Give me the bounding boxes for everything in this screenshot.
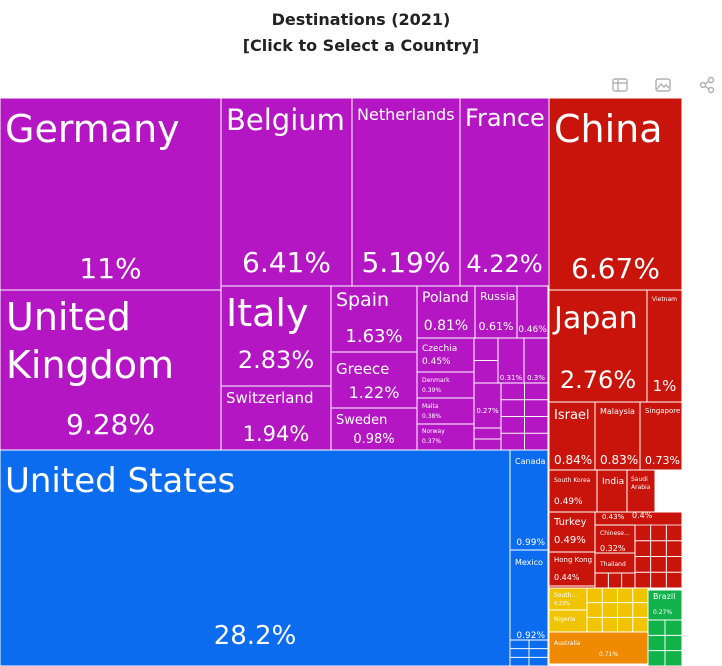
share-icon[interactable]	[698, 76, 716, 94]
tile-tile-17[interactable]	[497, 337, 525, 384]
image-icon[interactable]	[654, 76, 672, 94]
tile-singapore[interactable]	[639, 401, 683, 471]
tile-hong-kong[interactable]	[548, 551, 596, 587]
tile-china[interactable]	[548, 97, 683, 291]
tile-netherlands[interactable]	[351, 97, 461, 291]
tile-malta[interactable]	[416, 397, 475, 425]
small-country-tile[interactable]	[654, 490, 683, 513]
tile-mexico[interactable]	[509, 549, 549, 641]
tile-vietnam[interactable]	[646, 289, 683, 403]
tile-denmark[interactable]	[416, 371, 475, 399]
tile-south-korea[interactable]	[548, 469, 598, 513]
tile-australia[interactable]	[548, 631, 649, 665]
tile-germany[interactable]	[0, 97, 222, 291]
tile-united-states[interactable]	[0, 449, 511, 666]
tile-belgium[interactable]	[220, 97, 353, 291]
small-country-tile[interactable]	[664, 650, 683, 666]
tile-united-kingdom[interactable]	[0, 289, 222, 451]
tile-greece[interactable]	[330, 351, 418, 409]
chart-title-line1: Destinations (2021)	[271, 10, 451, 29]
small-country-tile[interactable]	[665, 571, 683, 589]
tile-turkey[interactable]	[548, 511, 596, 553]
tile-spain[interactable]	[330, 285, 418, 353]
tile-tile-19[interactable]	[473, 382, 502, 429]
chart-title-line2: [Click to Select a Country]	[242, 36, 480, 55]
tile-canada[interactable]	[509, 449, 549, 551]
small-country-tile[interactable]	[654, 469, 683, 492]
tile-chinese[interactable]	[594, 524, 636, 554]
tile-tile-12[interactable]	[516, 285, 549, 339]
tile-sweden[interactable]	[330, 407, 418, 451]
data-table-icon[interactable]	[611, 76, 629, 94]
tile-south[interactable]	[548, 587, 588, 611]
tile-japan[interactable]	[548, 289, 648, 403]
tile-russia[interactable]	[474, 285, 518, 339]
tile-norway[interactable]	[416, 423, 475, 451]
tile-nigeria[interactable]	[548, 609, 588, 633]
tile-malaysia[interactable]	[594, 401, 641, 471]
tile-tile-18[interactable]	[523, 337, 549, 384]
tile-poland[interactable]	[416, 285, 476, 339]
tile-israel[interactable]	[548, 401, 596, 471]
tile-thailand[interactable]	[594, 552, 636, 574]
tile-italy[interactable]	[220, 285, 332, 387]
tile-saudi-arabia[interactable]	[626, 469, 656, 513]
tile-switzerland[interactable]	[220, 385, 332, 451]
tile-czechia[interactable]	[416, 337, 475, 373]
tile-france[interactable]	[459, 97, 550, 291]
tile-brazil[interactable]	[647, 589, 683, 621]
tile-india[interactable]	[596, 469, 628, 513]
